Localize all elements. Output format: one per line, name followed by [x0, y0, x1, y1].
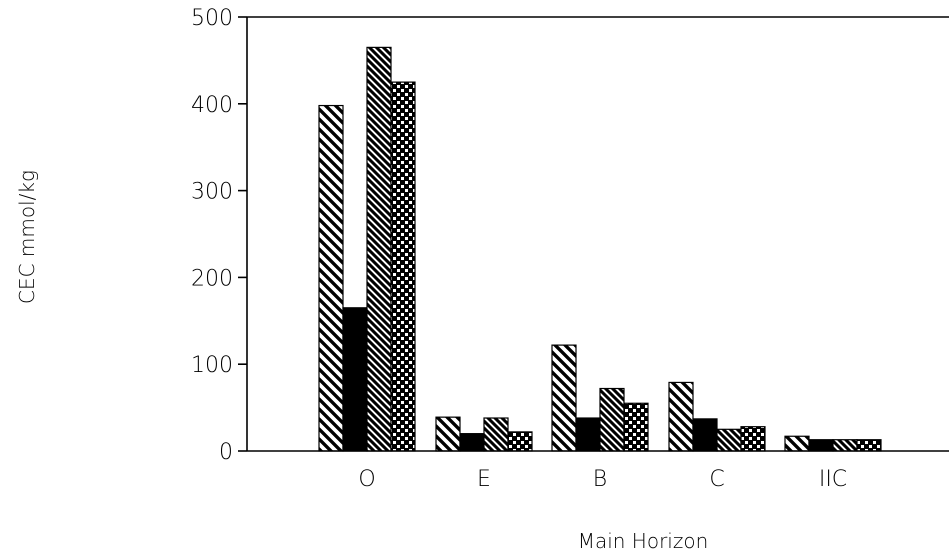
y-tick-label: 400: [191, 93, 233, 118]
bar-b-series-1: [551, 344, 577, 452]
bar-e-series-4: [507, 431, 533, 452]
bar-e-series-1: [435, 416, 461, 452]
bar-o-series-1: [318, 104, 344, 452]
y-axis-ticks: 0 100 200 300 400 500: [191, 6, 247, 465]
bar-c-series-4: [740, 426, 766, 452]
x-tick-label-o: O: [358, 467, 375, 492]
axes: [246, 16, 949, 452]
y-tick-label: 200: [191, 266, 233, 291]
bar-e-series-3: [483, 417, 509, 452]
x-tick-label-c: C: [709, 467, 724, 492]
x-axis-title: Main Horizon: [578, 529, 709, 553]
y-tick-label: 100: [191, 353, 233, 378]
x-axis-ticks: O E B C IIC: [358, 467, 847, 492]
bar-iic-series-4: [856, 439, 882, 452]
bar-c-series-1: [668, 381, 694, 452]
x-tick-label-b: B: [593, 467, 607, 492]
bar-c-series-3: [716, 428, 742, 452]
bar-o-series-4: [390, 81, 416, 452]
bar-c-series-2: [692, 418, 718, 452]
bar-b-series-2: [575, 417, 601, 452]
bar-b-series-4: [623, 402, 649, 452]
y-axis-title: CEC mmol/kg: [15, 170, 39, 304]
bar-o-series-3: [366, 46, 392, 452]
bar-b-series-3: [599, 387, 625, 452]
bar-iic-series-2: [808, 439, 834, 452]
bar-iic-series-3: [832, 439, 858, 452]
bars-layer: [318, 46, 882, 452]
bar-o-series-2: [342, 307, 368, 452]
x-tick-label-iic: IIC: [819, 467, 847, 492]
y-tick-label: 0: [219, 440, 233, 465]
x-tick-label-e: E: [477, 467, 491, 492]
bar-e-series-2: [459, 433, 485, 452]
y-tick-label: 300: [191, 180, 233, 205]
bar-iic-series-1: [784, 435, 810, 452]
y-tick-label: 500: [191, 6, 233, 31]
